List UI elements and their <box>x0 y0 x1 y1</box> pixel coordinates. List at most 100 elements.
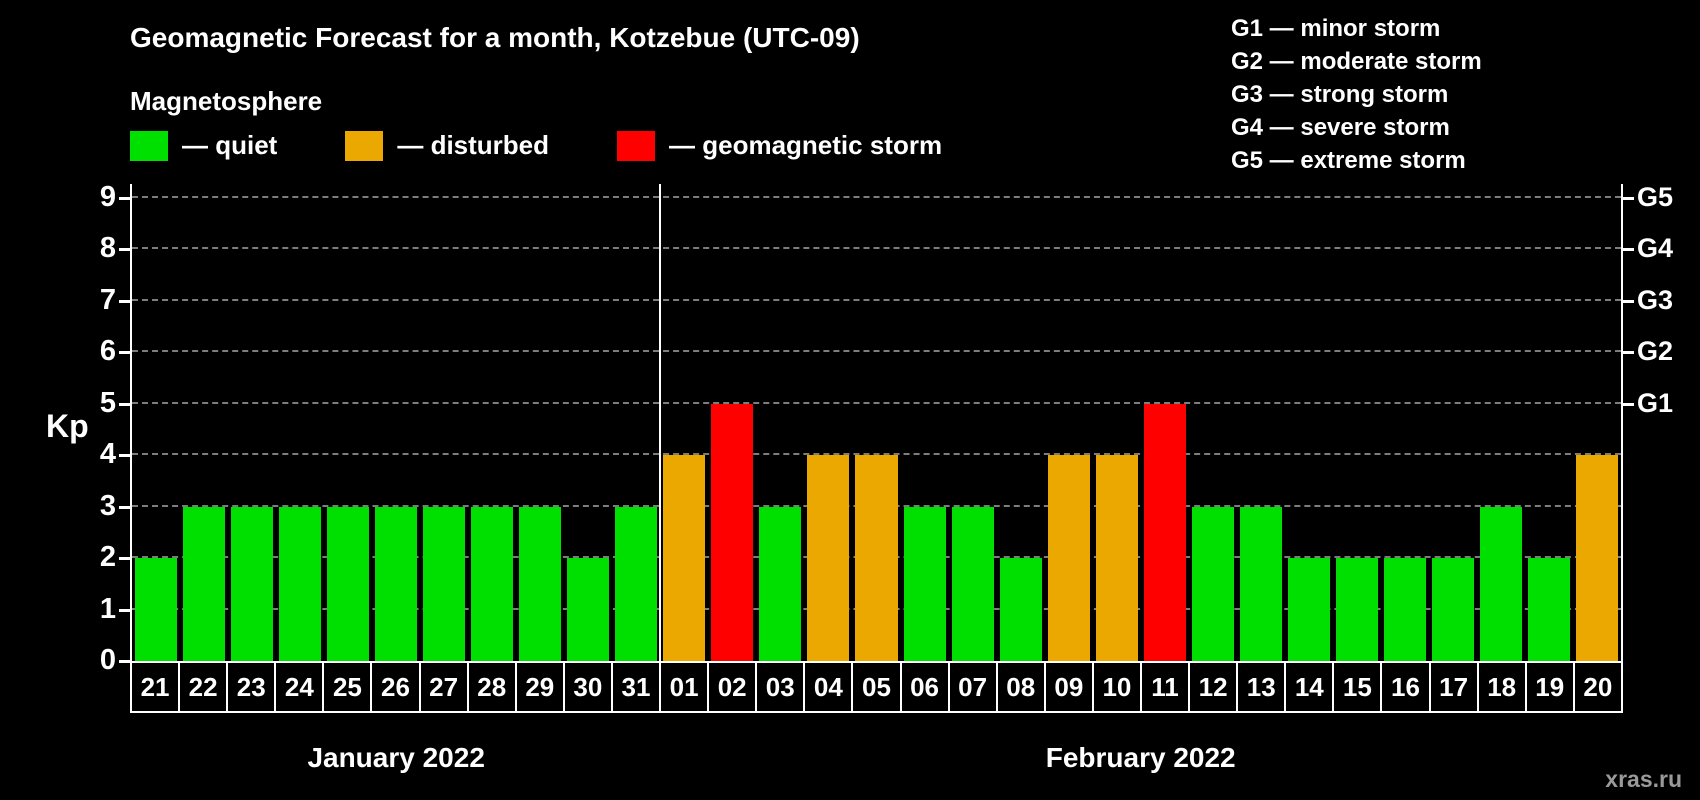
gridline-kp-9 <box>132 195 1621 198</box>
y-tick-mark-2 <box>119 557 130 560</box>
y-tick-label-5: 5 <box>99 386 116 419</box>
y-tick-mark-1 <box>119 608 130 612</box>
quiet-color-swatch <box>130 130 168 161</box>
right-tick-label-g4: G4 <box>1637 233 1674 263</box>
kp-bar-day-16 <box>1383 558 1426 661</box>
kp-bar-day-29 <box>519 506 562 661</box>
y-tick-mark-6 <box>119 351 130 354</box>
kp-bar-day-10 <box>1095 455 1138 661</box>
kp-bar-day-27 <box>423 506 466 661</box>
right-tick-mark-g2 <box>1623 351 1634 354</box>
y-tick-mark-4 <box>119 454 130 457</box>
day-cell-14: 14 <box>1286 663 1335 711</box>
y-tick-label-3: 3 <box>99 489 116 522</box>
right-tick-label-g3: G3 <box>1637 284 1674 315</box>
y-tick-label-7: 7 <box>99 283 116 316</box>
day-cell-25: 25 <box>324 663 373 711</box>
day-cell-02: 02 <box>709 663 758 711</box>
y-tick-mark-8 <box>119 248 130 251</box>
gridline-kp-5 <box>132 401 1621 404</box>
y-tick-mark-7 <box>119 299 130 303</box>
storm-scale-legend: G1 — minor storm G2 — moderate storm G3 … <box>1231 12 1482 177</box>
kp-bar-day-01 <box>663 455 706 661</box>
y-axis-title: Kp <box>46 408 89 444</box>
kp-bar-day-30 <box>567 558 610 661</box>
gridline-kp-6 <box>132 350 1621 352</box>
day-cell-11: 11 <box>1142 663 1191 711</box>
kp-bar-day-12 <box>1191 506 1234 661</box>
right-tick-mark-g1 <box>1623 402 1634 406</box>
day-cell-29: 29 <box>517 663 565 711</box>
day-cell-22: 22 <box>180 663 229 711</box>
storm-scale-g1: G1 — minor storm <box>1231 15 1441 42</box>
kp-bar-day-26 <box>375 506 418 661</box>
right-tick-label-g5: G5 <box>1637 181 1674 212</box>
page-title: Geomagnetic Forecast for a month, Kotzeb… <box>130 22 860 53</box>
watermark: xras.ru <box>1605 766 1682 792</box>
y-tick-label-6: 6 <box>99 335 116 367</box>
kp-bar-day-05 <box>855 455 898 661</box>
kp-bar-day-04 <box>807 455 850 661</box>
gridline-kp-8 <box>132 247 1621 249</box>
kp-bar-day-03 <box>759 506 802 661</box>
kp-bar-day-23 <box>231 506 274 661</box>
day-cell-12: 12 <box>1190 663 1239 711</box>
kp-bar-day-11 <box>1143 403 1186 661</box>
day-cell-30: 30 <box>565 663 613 711</box>
kp-bar-day-02 <box>711 403 754 661</box>
kp-bar-day-15 <box>1335 558 1378 661</box>
disturbed-color-swatch <box>345 130 384 161</box>
day-cell-20: 20 <box>1583 671 1613 702</box>
day-cell-08: 08 <box>998 663 1046 711</box>
kp-bar-day-06 <box>903 506 946 661</box>
kp-bar-day-22 <box>183 506 226 661</box>
legend-label-disturbed: — disturbed <box>397 130 550 160</box>
day-cell-26: 26 <box>372 663 421 711</box>
y-tick-mark-0 <box>119 660 130 663</box>
month-label-february: February 2022 <box>1045 742 1236 773</box>
day-cell-01: 01 <box>661 663 710 711</box>
kp-bar-day-19 <box>1527 558 1570 661</box>
y-tick-mark-5 <box>119 402 130 406</box>
legend-item-storm: — geomagnetic storm <box>617 130 942 161</box>
day-cell-31: 31 <box>613 663 662 711</box>
day-cell-19: 19 <box>1527 663 1575 711</box>
day-cell-17: 17 <box>1431 663 1479 711</box>
right-tick-label-g1: G1 <box>1637 387 1674 418</box>
magnetosphere-label: Magnetosphere <box>130 86 323 116</box>
day-cell-07: 07 <box>950 663 998 711</box>
kp-bar-day-24 <box>279 506 322 661</box>
gridline-kp-7 <box>132 298 1621 301</box>
kp-bar-day-18 <box>1479 506 1522 661</box>
day-cell-13: 13 <box>1238 663 1287 711</box>
kp-bar-day-20 <box>1575 455 1618 661</box>
kp-bar-day-17 <box>1431 558 1474 661</box>
day-cell-04: 04 <box>805 663 854 711</box>
legend-label-storm: — geomagnetic storm <box>669 130 943 160</box>
day-cell-06: 06 <box>902 663 950 711</box>
gridline-kp-4 <box>132 453 1621 455</box>
day-cell-28: 28 <box>469 663 517 711</box>
day-cell-03: 03 <box>757 663 806 711</box>
right-tick-mark-g4 <box>1623 248 1634 251</box>
day-axis-row: 21 22 23 24 25 26 27 28 29 30 31 01 02 03 04 05 06 07 08 09… <box>130 663 1623 713</box>
day-cell-27: 27 <box>421 663 469 711</box>
y-tick-label-4: 4 <box>99 438 116 470</box>
kp-bar-day-08 <box>999 558 1042 661</box>
y-tick-mark-9 <box>119 196 130 200</box>
y-tick-mark-3 <box>119 505 130 509</box>
kp-bar-day-07 <box>951 506 994 661</box>
y-tick-label-8: 8 <box>99 232 116 264</box>
day-cell-18: 18 <box>1479 663 1527 711</box>
day-cell-24: 24 <box>276 663 325 711</box>
legend-item-quiet: — quiet <box>130 130 277 161</box>
kp-bar-day-28 <box>471 506 514 661</box>
y-tick-label-9: 9 <box>99 180 116 213</box>
storm-scale-g4: G4 — severe storm <box>1231 114 1450 141</box>
right-tick-mark-g3 <box>1623 299 1634 303</box>
y-tick-label-0: 0 <box>99 644 116 676</box>
day-cell-16: 16 <box>1382 663 1431 711</box>
day-cell-10: 10 <box>1094 663 1142 711</box>
month-label-january: January 2022 <box>307 742 485 773</box>
legend-label-quiet: — quiet <box>182 130 278 160</box>
